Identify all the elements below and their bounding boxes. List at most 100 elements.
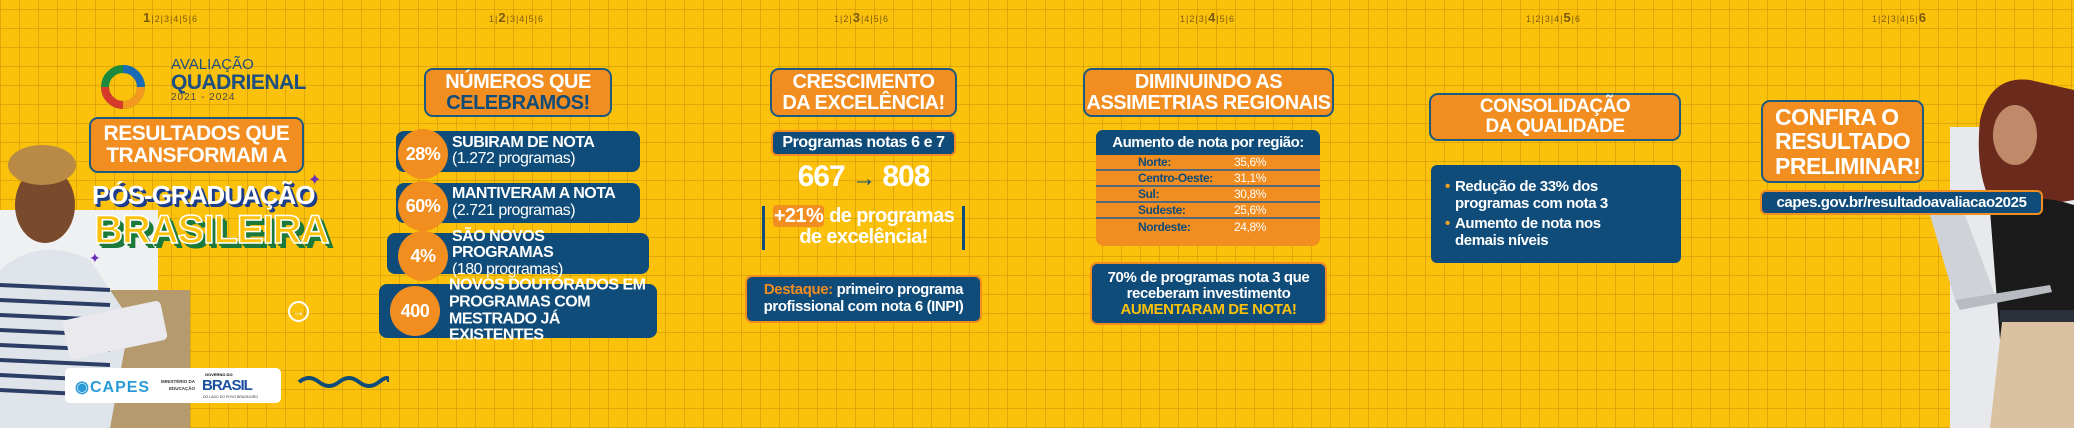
woman-with-laptop-photo <box>1930 79 2074 428</box>
arrow-right-icon: → <box>852 165 876 192</box>
results-link[interactable]: capes.gov.br/resultadoavaliacao2025 <box>1760 190 2043 215</box>
bullet-line1: Redução de 33% dos <box>1455 178 1598 195</box>
region-row: Sul: 30,8% <box>1096 187 1320 203</box>
page: 1 <box>834 14 841 24</box>
panel5-title-box: CONSOLIDAÇÃO DA QUALIDADE <box>1429 93 1681 141</box>
region-row: Centro-Oeste: 31,1% <box>1096 171 1320 187</box>
eye-icon: ◉ <box>75 379 90 396</box>
stat-row: 4% SÃO NOVOS PROGRAMAS (180 programas) <box>387 228 649 281</box>
student-photo <box>0 145 190 428</box>
panel6-title-line1: CONFIRA O <box>1775 104 1899 131</box>
panel4-title-line2: ASSIMETRIAS REGIONAIS <box>1086 91 1331 114</box>
page: 1 <box>1872 14 1879 24</box>
slide-pagination-1[interactable]: 1|2|3|4|5|6 <box>143 10 199 25</box>
growth-numbers: 667 → 808 <box>770 160 957 194</box>
bullet-line1: Aumento de nota nos <box>1455 215 1601 232</box>
panel6-title-box: CONFIRA O RESULTADO PRELIMINAR! <box>1761 100 1924 183</box>
page: 4 <box>173 14 180 24</box>
stat-value: 4% <box>398 231 448 281</box>
panel6-title-line2: RESULTADO <box>1775 128 1911 155</box>
logo-years: 2021 - 2024 <box>171 92 236 103</box>
ministry-logo: MINISTÉRIO DA EDUCAÇÃO <box>161 379 195 393</box>
region-name: Sul: <box>1138 187 1160 201</box>
logo-line1: AVALIAÇÃO <box>171 56 254 73</box>
slide-pagination-4[interactable]: 1|2|3|4|5|6 <box>1180 10 1236 25</box>
panel3-title-line1: CRESCIMENTO <box>792 70 935 93</box>
quality-bullets: • Redução de 33% dos programas com nota 3 … <box>1431 165 1681 263</box>
region-name: Nordeste: <box>1138 220 1191 234</box>
page-current: 6 <box>1918 10 1928 25</box>
ministry-line2: EDUCAÇÃO <box>169 385 196 391</box>
count-from: 667 <box>797 160 846 193</box>
capes-logo: ◉CAPES <box>75 377 150 397</box>
page: 3 <box>1198 14 1205 24</box>
page: 5 <box>873 14 880 24</box>
hero-headline: RESULTADOS QUE TRANSFORMAM A <box>103 121 290 167</box>
highlight-text2: profissional com nota 6 (INPI) <box>763 297 964 315</box>
next-arrow-icon[interactable]: → <box>288 301 309 322</box>
sparkle-icon: ✦ <box>308 172 322 189</box>
region-row: Sudeste: 25,6% <box>1096 203 1320 219</box>
stat-line1: SÃO NOVOS PROGRAMAS <box>452 227 554 262</box>
bullet-item: • Redução de 33% dos programas com nota 3 <box>1445 178 1681 212</box>
investment-note-box: 70% de programas nota 3 que receberam inv… <box>1090 262 1327 325</box>
stat-line1: MANTIVERAM A NOTA <box>452 185 616 203</box>
wave-decoration <box>297 376 389 388</box>
avaliacao-logo: AVALIAÇÃO QUADRIENAL 2021 - 2024 <box>171 56 307 103</box>
region-value: 31,1% <box>1234 171 1267 185</box>
note-line1: 70% de programas nota 3 que <box>1107 269 1310 286</box>
region-row: Norte: 35,6% <box>1096 155 1320 171</box>
slide-pagination-5[interactable]: 1|2|3|4|5|6 <box>1526 10 1582 25</box>
stat-line2: (2.721 programas) <box>452 202 576 219</box>
page: 3 <box>509 14 516 24</box>
region-table-header: Aumento de nota por região: <box>1096 130 1320 156</box>
stat-row: 60% MANTIVERAM A NOTA (2.721 programas) <box>396 181 640 231</box>
page: 6 <box>1229 14 1236 24</box>
page: 1 <box>1180 14 1187 24</box>
page-current: 4 <box>1208 10 1217 25</box>
bullet-line2: demais níveis <box>1455 231 1549 249</box>
region-row: Nordeste: 24,8% <box>1096 219 1320 235</box>
slide-pagination-2[interactable]: 1|2|3|4|5|6 <box>489 10 545 25</box>
page: 2 <box>1535 14 1542 24</box>
gov-brasil-logo: BRASIL <box>202 377 253 394</box>
panel6-title-line3: PRELIMINAR! <box>1775 152 1921 179</box>
avaliacao-logo-ring <box>101 65 145 109</box>
panel5-title-line1: CONSOLIDAÇÃO <box>1479 96 1631 118</box>
panel2-title-line2: CELEBRAMOS! <box>446 91 590 114</box>
page-current: 2 <box>498 10 507 25</box>
panel4-title-box: DIMINUINDO AS ASSIMETRIAS REGIONAIS <box>1083 68 1334 117</box>
page: 4 <box>1900 14 1907 24</box>
bullet-icon: • <box>1445 178 1450 195</box>
region-name: Centro-Oeste: <box>1138 171 1213 185</box>
page: 2 <box>1189 14 1196 24</box>
count-to: 808 <box>882 160 930 193</box>
region-table: Norte: 35,6% Centro-Oeste: 31,1% Sul: 30,8%… <box>1096 155 1320 246</box>
region-value: 25,6% <box>1234 203 1267 217</box>
bullet-line2: programas com nota 3 <box>1455 194 1608 212</box>
page: 6 <box>538 14 545 24</box>
stat-line3: MESTRADO JÁ EXISTENTES <box>449 310 560 344</box>
panel3-subtitle: Programas notas 6 e 7 <box>771 130 956 156</box>
highlight-box: Destaque: primeiro programa profissional … <box>745 275 982 323</box>
stat-value: 60% <box>398 181 448 231</box>
stat-row: 28% SUBIRAM DE NOTA (1.272 programas) <box>396 129 640 179</box>
page: 2 <box>1881 14 1888 24</box>
partner-logos: ◉CAPES MINISTÉRIO DA EDUCAÇÃO GOVERNO DO … <box>65 368 281 403</box>
panel2-title-box: NÚMEROS QUE CELEBRAMOS! <box>424 68 612 117</box>
highlight-text1: primeiro programa <box>836 281 964 298</box>
region-value: 30,8% <box>1234 187 1267 201</box>
stat-line1: SUBIRAM DE NOTA <box>452 133 595 151</box>
panel5-title-line2: DA QUALIDADE <box>1485 116 1625 137</box>
page: 2 <box>843 14 850 24</box>
capes-text: CAPES <box>89 379 151 396</box>
growth-text1: de programas <box>829 205 955 227</box>
panel3-title-line2: DA EXCELÊNCIA! <box>782 91 945 114</box>
gov-sub: DO LADO DO POVO BRASILEIRO <box>203 395 259 399</box>
region-value: 24,8% <box>1234 220 1267 234</box>
slide-pagination-6[interactable]: 1|2|3|4|5|6 <box>1872 10 1928 25</box>
page: 5 <box>1219 14 1226 24</box>
slide-pagination-3[interactable]: 1|2|3|4|5|6 <box>834 10 890 25</box>
stat-row: 400 NOVOS DOUTORADOS EM PROGRAMAS COM MESTR… <box>379 277 657 344</box>
gov-top: GOVERNO DO <box>205 372 233 377</box>
